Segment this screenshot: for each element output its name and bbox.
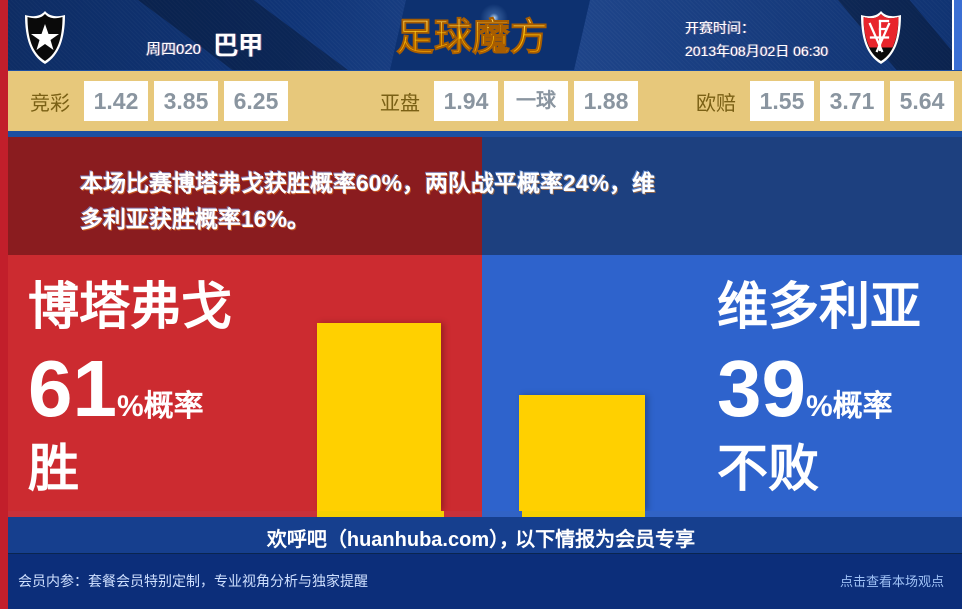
svg-text:足球魔方: 足球魔方	[396, 17, 548, 59]
